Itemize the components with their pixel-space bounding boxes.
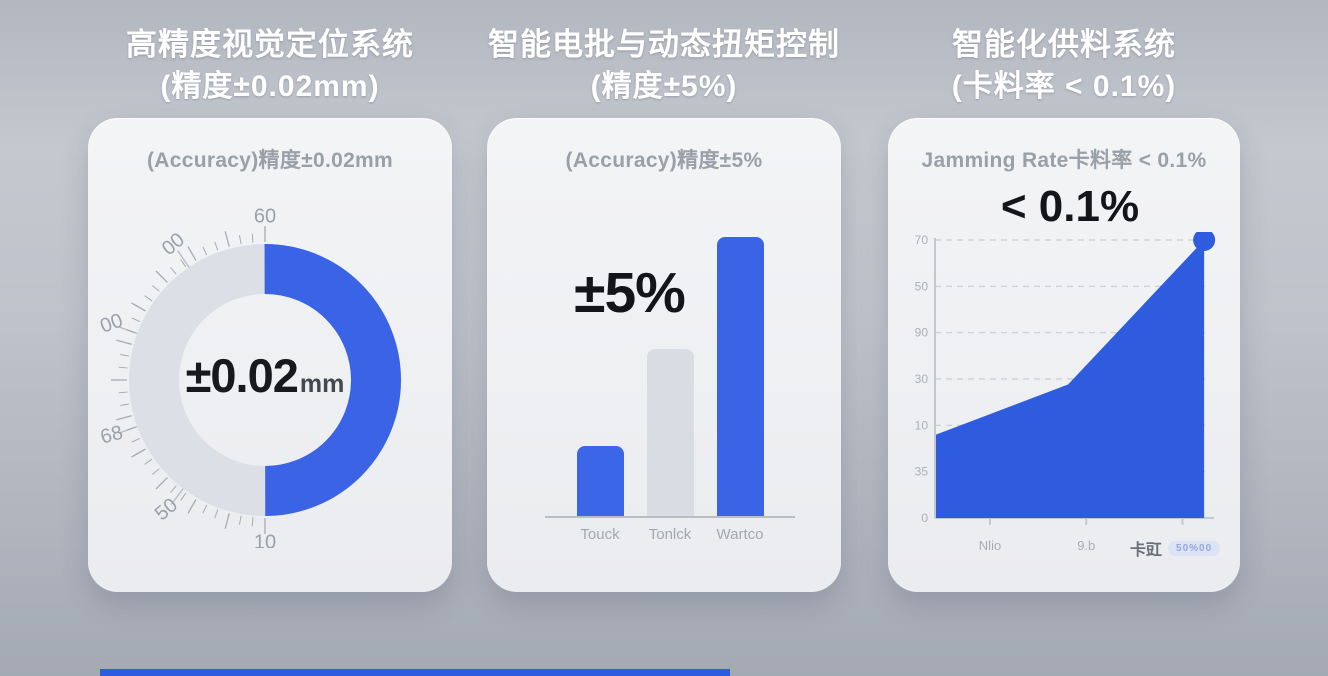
gauge-scale-label: 00 <box>97 309 125 337</box>
title-line2: (卡料率 < 0.1%) <box>951 70 1177 103</box>
area-y-tick-labels: 70 50 90 30 10 35 0 <box>915 233 929 525</box>
bar-chart <box>545 237 795 518</box>
card-header: (Accuracy)精度±5% <box>565 149 763 172</box>
title-line2: (精度±5%) <box>590 70 738 103</box>
area-series <box>936 232 1216 518</box>
y-tick-label: 70 <box>915 233 929 247</box>
gauge-scale-label: 50 <box>151 494 182 525</box>
bar-label: Touck <box>580 526 620 543</box>
y-tick-label: 10 <box>915 418 929 432</box>
card-header: (Accuracy)精度±0.02mm <box>147 149 393 172</box>
gauge-chart: 60 00 00 68 50 10 <box>97 205 401 548</box>
x-tick-label: 9.b <box>1077 538 1096 553</box>
title-line1: 智能化供料系统 <box>952 27 1176 62</box>
bar-1 <box>576 446 624 516</box>
y-tick-label: 35 <box>915 465 929 479</box>
column-title-feeder: 智能化供料系统 (卡料率 < 0.1%) <box>864 24 1264 108</box>
jamming-rate-annotation: < 0.1% <box>1000 182 1140 231</box>
y-tick-label: 50 <box>915 279 929 293</box>
gauge-scale-label: 00 <box>158 229 189 260</box>
gauge-scale-label: 10 <box>254 531 276 548</box>
title-line2: (精度±0.02mm) <box>160 70 380 103</box>
area-x-ticks <box>989 518 1184 525</box>
x-category-group: 卡豇 50%00 <box>1130 536 1221 560</box>
bar-chart-labels: Touck Tonlck Wartco <box>545 526 795 543</box>
vision-accuracy-card: (Accuracy)精度±0.02mm 60 00 00 68 50 10 ±0.02 m… <box>88 118 452 592</box>
footer-accent-bar <box>100 669 730 676</box>
accuracy-unit: mm <box>299 370 345 398</box>
column-title-vision: 高精度视觉定位系统 (精度±0.02mm) <box>60 24 480 108</box>
torque-accuracy-card: (Accuracy)精度±5% ±5% Touck Tonlck Wartco <box>487 118 841 592</box>
title-line1: 高精度视觉定位系统 <box>126 27 414 62</box>
torque-accuracy-annotation: ±5% <box>574 261 686 325</box>
gauge-center-value: ±0.02 mm <box>165 348 365 412</box>
y-tick-label: 90 <box>915 326 929 340</box>
gauge-scale-label: 68 <box>98 422 125 449</box>
bar-2 <box>646 348 694 516</box>
area-x-labels: 卡豇 50%00 Nlio 9.b <box>902 538 1222 562</box>
title-line1: 智能电批与动态扭矩控制 <box>488 27 840 62</box>
x-category-badge: 50%00 <box>1168 540 1221 556</box>
bar-label: Wartco <box>716 526 764 543</box>
gauge-scale-label: 60 <box>254 205 276 227</box>
bar-3 <box>716 237 764 516</box>
y-tick-label: 30 <box>915 372 929 386</box>
gauge-ticks <box>111 226 266 534</box>
column-title-torque: 智能电批与动态扭矩控制 (精度±5%) <box>444 24 884 108</box>
y-tick-label: 0 <box>921 511 928 525</box>
jamming-rate-card: Jamming Rate卡料率 < 0.1% < 0.1% 70 50 90 30 10… <box>888 118 1240 592</box>
area-chart: 70 50 90 30 10 35 0 <box>915 232 1216 525</box>
accuracy-value: ±0.02 <box>185 349 299 402</box>
card-header: Jamming Rate卡料率 < 0.1% <box>921 149 1207 172</box>
gauge-value-arc <box>129 244 401 516</box>
x-category-label: 卡豇 <box>1130 542 1163 559</box>
x-tick-label: Nlio <box>978 538 1002 553</box>
bar-label: Tonlck <box>648 526 692 543</box>
